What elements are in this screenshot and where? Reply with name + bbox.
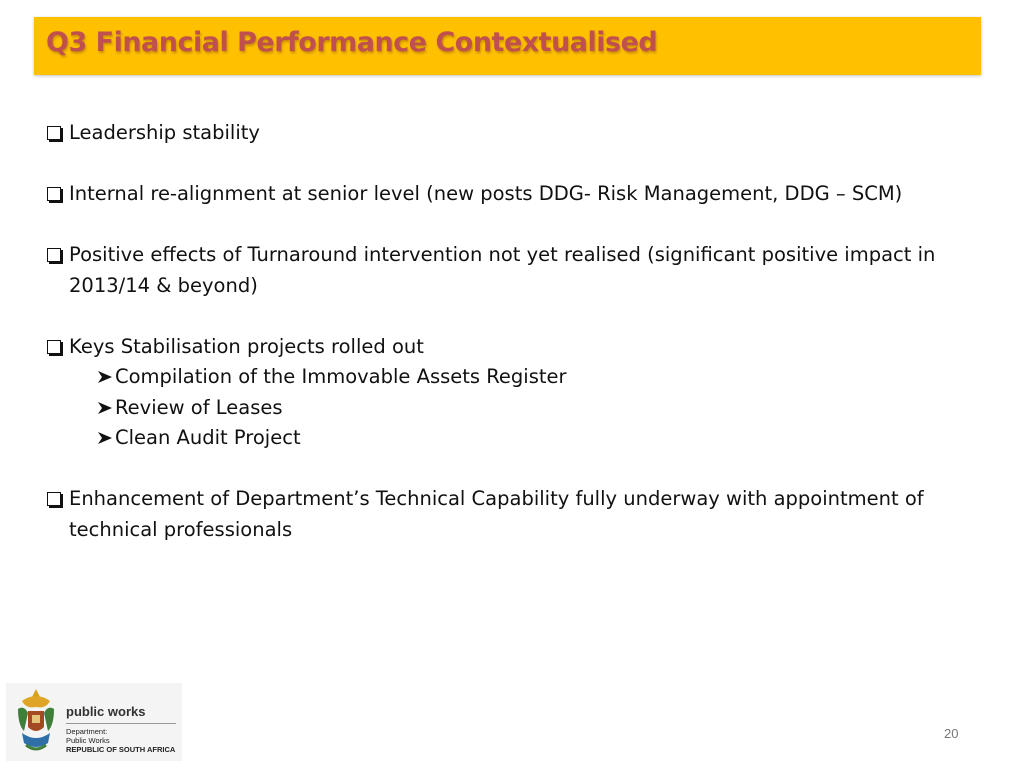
sub-bullet-text: Clean Audit Project [115,426,301,449]
bullet-text: Positive effects of Turnaround intervent… [69,243,936,297]
bullet-item: Keys Stabilisation projects rolled out [47,332,982,363]
coat-of-arms-icon [18,689,54,751]
logo-line-public-works: Public Works [66,736,110,745]
checkbox-icon [47,187,61,201]
logo-divider [66,723,176,724]
bullet-text: Leadership stability [69,121,260,144]
slide-body: Leadership stability Internal re-alignme… [47,118,982,576]
bullet-text: Enhancement of Department’s Technical Ca… [69,487,924,541]
bullet-item: Enhancement of Department’s Technical Ca… [47,484,982,545]
bullet-text: Keys Stabilisation projects rolled out [69,334,424,358]
checkbox-icon [47,492,61,506]
sub-bullet-text: Compilation of the Immovable Assets Regi… [115,365,567,388]
sub-bullet-list: Compilation of the Immovable Assets Regi… [97,362,982,454]
checkbox-icon [47,248,61,262]
sub-bullet-item: Review of Leases [97,393,982,424]
logo-line-department: Department: [66,727,108,736]
sub-bullet-text: Review of Leases [115,395,283,419]
bullet-text: Internal re-alignment at senior level (n… [69,182,903,205]
slide-title: Q3 Financial Performance Contextualised [46,27,658,58]
arrow-bullet-icon [98,371,112,383]
logo-line-country: REPUBLIC OF SOUTH AFRICA [66,745,176,754]
title-bar: Q3 Financial Performance Contextualised [34,17,981,75]
logo-brand: public works [66,704,146,719]
bullet-item: Leadership stability [47,118,982,149]
bullet-item: Positive effects of Turnaround intervent… [47,240,982,301]
arrow-bullet-icon [98,432,112,444]
page-number: 20 [944,726,959,741]
checkbox-icon [47,339,61,354]
sub-bullet-item: Clean Audit Project [97,423,982,454]
bullet-item: Internal re-alignment at senior level (n… [47,179,982,210]
arrow-bullet-icon [98,401,112,414]
department-logo: public works Department: Public Works RE… [6,683,182,761]
sub-bullet-item: Compilation of the Immovable Assets Regi… [97,362,982,393]
checkbox-icon [47,126,61,140]
